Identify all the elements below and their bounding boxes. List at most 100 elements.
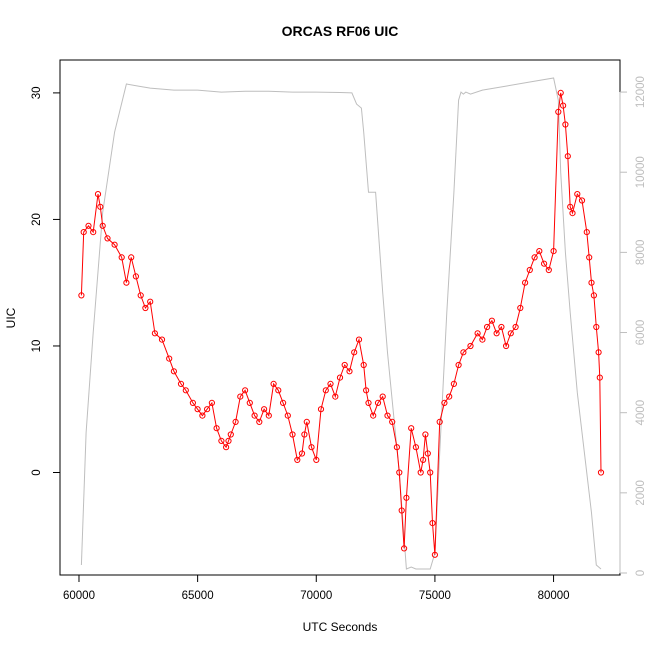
uic-data-point [218,437,225,444]
uic-data-point [522,279,529,286]
uic-data-point [488,317,495,324]
uic-data-point [275,387,282,394]
uic-data-point [467,342,474,350]
uic-data-point [118,254,125,261]
uic-data-point [562,121,569,128]
y-axis-label: UIC [4,307,18,328]
uic-data-point [450,380,457,387]
uic-data-point [94,191,102,198]
uic-data-point [78,292,85,299]
uic-data-point [569,210,576,217]
uic-data-point [158,336,166,343]
uic-data-point [137,292,144,299]
x-tick-label: 70000 [300,590,332,602]
uic-data-point [99,222,106,229]
uic-data-point [583,229,590,236]
uic-data-point [213,425,220,432]
uic-data-point [308,444,315,451]
uic-data-point [360,361,367,369]
uic-data-point [541,260,548,267]
uic-data-point [147,298,154,305]
uic-data-point [223,444,230,451]
x-tick-label: 80000 [538,590,570,602]
uic-data-point [379,393,386,400]
uic-data-point [384,412,391,419]
uic-data-point [479,336,486,343]
uic-data-point [574,191,581,198]
uic-data-point [294,456,301,463]
uic-data-point [531,254,538,261]
uic-data-point [225,437,232,444]
uic-data-point [355,336,363,343]
uic-data-point [111,241,118,248]
uic-data-point [420,456,427,463]
uic-data-point [427,469,434,476]
uic-data-point [412,444,419,451]
uic-data-point [545,266,552,274]
uic-data-point [403,494,410,501]
plot-frame [59,59,621,576]
uic-data-point [90,229,97,236]
uic-data-point [431,551,438,558]
uic-data-point [261,406,268,413]
uic-data-point [251,412,258,419]
uic-data-point [142,304,149,312]
uic-data-point [284,412,291,419]
uic-data-point [301,431,308,438]
uic-data-point [336,374,344,381]
uic-data-point [560,102,567,109]
chart-title: ORCAS RF06 UIC [282,23,399,39]
y2-tick-label: 10000 [635,156,647,188]
uic-data-point [194,406,201,413]
uic-data-point [417,469,424,476]
uic-data-point [512,323,519,331]
uic-data-point [97,203,104,210]
plot-area [78,77,605,570]
uic-data-point [237,393,244,400]
uic-data-point [189,399,196,406]
uic-data-point [246,399,253,406]
uic-data-point [408,425,415,432]
uic-data-point [555,108,562,116]
uic-data-point [517,304,524,312]
uic-data-point [446,393,453,400]
uic-data-point [265,412,272,419]
y2-tick-label: 12000 [635,76,647,108]
uic-data-point [80,229,87,236]
uic-data-point [593,323,600,331]
x-tick-label: 60000 [63,590,95,602]
y2-tick-label: 8000 [635,240,647,266]
x-axis-label: UTC Seconds [303,620,378,634]
uic-data-point [460,349,467,356]
uic-data-point [177,380,185,387]
uic-data-point [455,361,462,369]
uic-data-point [123,279,130,286]
uic-data-point [567,203,574,210]
uic-data-point [298,450,306,457]
uic-data-point [595,349,602,356]
uic-data-point [332,393,339,400]
uic-data-point [151,330,158,337]
uic-data-point [170,368,177,375]
uic-data-point [484,323,491,331]
uic-series-line [80,92,602,555]
uic-data-point [341,361,348,369]
uic-data-point [270,380,277,387]
uic-data-point [536,248,543,255]
uic-data-point [128,254,135,261]
uic-data-point [317,406,325,413]
uic-data-point [363,387,370,394]
uic-data-point [401,545,408,552]
x-tick-label: 65000 [182,590,214,602]
uic-data-point [578,197,586,204]
uic-data-point [507,330,514,337]
uic-data-point [596,374,603,381]
uic-data-point [85,222,92,229]
uic-data-point [208,399,215,406]
uic-data-point [526,266,533,274]
uic-data-point [351,349,358,356]
uic-data-point [204,406,211,413]
uic-data-point [393,444,400,451]
uic-data-point [303,418,310,425]
